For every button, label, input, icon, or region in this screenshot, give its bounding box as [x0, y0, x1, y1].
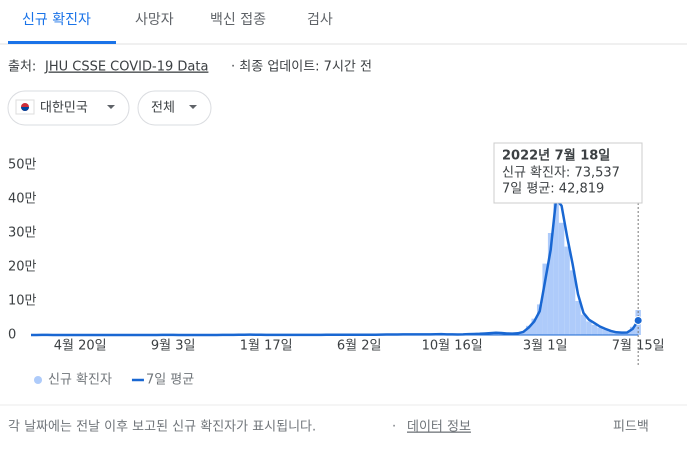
x-tick-label: 6월 2일 — [337, 339, 382, 354]
tab[interactable]: 검사 — [307, 12, 333, 28]
bar — [608, 331, 614, 335]
bar — [542, 263, 548, 335]
x-tick-label: 3월 1일 — [523, 339, 568, 354]
x-tick-label: 4월 20일 — [54, 339, 107, 354]
hover-point — [633, 315, 643, 325]
feedback[interactable]: 피드백 — [613, 420, 649, 435]
dropdown-arrow — [189, 105, 197, 109]
x-tick-label: 1월 17일 — [240, 339, 293, 354]
bar — [569, 270, 576, 335]
y-tick-label: 50만 — [8, 158, 37, 173]
bar — [597, 327, 603, 335]
bar — [619, 332, 625, 335]
tooltip-box — [493, 142, 643, 204]
bar — [558, 222, 565, 335]
bar — [591, 324, 598, 335]
tab[interactable]: 신규 확진자 — [22, 12, 91, 28]
tab-indicator — [8, 41, 116, 44]
legend-marker — [34, 376, 42, 384]
y-tick-label: 10만 — [8, 294, 37, 309]
footer-separator: · — [392, 420, 396, 435]
x-tick-label: 9월 3일 — [151, 339, 196, 354]
dropdown[interactable] — [7, 90, 130, 126]
tooltip-item: 신규 확진자: 73,537 — [502, 166, 620, 181]
filter-country[interactable]: 대한민국 — [7, 90, 130, 126]
y-tick-label: 40만 — [8, 192, 37, 207]
y-tick-label: 20만 — [8, 260, 37, 275]
tooltip-item: 7일 평균: 42,819 — [502, 182, 604, 197]
dropdown-arrow — [107, 105, 115, 109]
bar — [536, 304, 543, 335]
tab[interactable]: 사망자 — [135, 12, 174, 28]
bar — [580, 314, 587, 335]
dropdown[interactable] — [137, 90, 212, 126]
y-tick-label: 0 — [8, 328, 16, 343]
source-link[interactable]: JHU CSSE COVID-19 Data — [44, 60, 208, 75]
filter-range[interactable]: 전체 — [137, 90, 212, 126]
source-label: 출처: — [8, 60, 36, 75]
bar — [520, 331, 527, 335]
bar — [553, 182, 559, 335]
y-tick-label: 30만 — [8, 226, 37, 241]
flag-mark — [21, 107, 29, 111]
legend-label: 신규 확진자 — [48, 373, 112, 388]
tooltip-date: 2022년 7월 18일 — [502, 148, 610, 164]
dropdown-label[interactable]: 대한민국 — [40, 101, 88, 116]
footer-note: 각 날짜에는 전날 이후 보고된 신규 확진자가 표시됩니다. — [8, 420, 316, 435]
bar — [629, 326, 636, 335]
source-updated: · 최종 업데이트: 7시간 전 — [231, 60, 372, 75]
bar — [613, 332, 620, 335]
tab[interactable]: 백신 접종 — [210, 12, 266, 28]
x-tick-label: 10월 16일 — [422, 339, 483, 354]
bar — [586, 321, 592, 335]
bar — [564, 246, 570, 335]
bar — [526, 325, 532, 335]
bar — [531, 318, 537, 335]
legend-label: 7일 평균 — [146, 373, 194, 388]
bar — [602, 329, 609, 335]
dropdown-label[interactable]: 전체 — [151, 101, 175, 116]
x-tick-label: 7월 15일 — [612, 339, 665, 354]
bar — [547, 233, 554, 335]
bar — [575, 301, 581, 335]
plot: 0 10만 20만 30만 40만 50만 4월 20일 9월 3일 1월 17일 6월 2일 10… — [8, 142, 665, 388]
footer-link[interactable]: 데이터 정보 — [407, 420, 471, 435]
